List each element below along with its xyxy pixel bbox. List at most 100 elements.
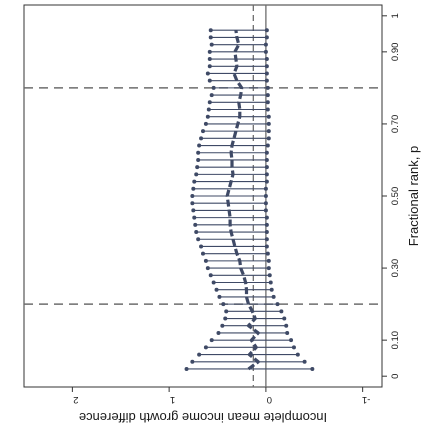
ci-lower-endpoint: [282, 316, 287, 321]
ci-upper-endpoint: [191, 208, 196, 213]
ci-lower-endpoint: [264, 57, 269, 62]
ci-upper-endpoint: [223, 316, 228, 321]
ci-lower-endpoint: [264, 230, 269, 235]
ci-upper-endpoint: [224, 309, 229, 314]
ci-lower-endpoint: [264, 165, 269, 170]
ci-lower-endpoint: [268, 280, 273, 285]
ci-lower-endpoint: [265, 93, 270, 98]
ci-upper-endpoint: [184, 366, 189, 371]
ci-upper-endpoint: [203, 258, 208, 263]
value-tick-label: 0: [267, 394, 272, 405]
ci-lower-endpoint: [295, 352, 300, 357]
ci-upper-endpoint: [206, 107, 211, 112]
ci-upper-endpoint: [201, 129, 205, 134]
ci-upper-endpoint: [221, 302, 226, 307]
ci-lower-endpoint: [302, 359, 307, 364]
ci-upper-endpoint: [208, 273, 213, 278]
ci-lower-endpoint: [264, 28, 269, 33]
ci-upper-endpoint: [207, 100, 212, 105]
ci-upper-endpoint: [220, 323, 225, 328]
ci-lower-endpoint: [289, 338, 294, 343]
ci-upper-endpoint: [193, 222, 198, 227]
ci-upper-endpoint: [211, 280, 216, 285]
ci-upper-endpoint: [195, 165, 200, 170]
ci-lower-endpoint: [284, 323, 289, 328]
rank-tick-label: 0.70: [390, 115, 401, 134]
ci-upper-endpoint: [211, 85, 216, 90]
ci-upper-endpoint: [201, 251, 205, 256]
rank-tick-label: 0.10: [390, 331, 401, 350]
rank-tick-label: 0.90: [390, 43, 401, 62]
ci-lower-endpoint: [269, 287, 274, 292]
ci-lower-endpoint: [264, 172, 269, 177]
ci-lower-endpoint: [265, 251, 270, 256]
ci-upper-endpoint: [214, 287, 219, 292]
ci-lower-endpoint: [275, 302, 280, 307]
ci-lower-endpoint: [291, 345, 296, 350]
ci-upper-endpoint: [192, 179, 197, 184]
ci-upper-endpoint: [199, 136, 204, 141]
ci-lower-endpoint: [263, 194, 268, 198]
ci-lower-endpoint: [265, 85, 270, 90]
ci-lower-endpoint: [264, 64, 269, 69]
x-axis-title: Fractional rank, p: [406, 146, 421, 246]
confidence-intervals: [184, 28, 315, 371]
ci-lower-endpoint: [279, 309, 284, 314]
ci-lower-endpoint: [264, 35, 269, 40]
ci-upper-endpoint: [217, 294, 222, 299]
ci-lower-endpoint: [263, 42, 268, 47]
ci-upper-endpoint: [208, 35, 213, 40]
ci-lower-endpoint: [264, 179, 269, 184]
value-tick-label: 2: [73, 394, 78, 405]
ci-upper-endpoint: [207, 57, 212, 62]
ci-upper-endpoint: [209, 42, 214, 47]
ci-lower-endpoint: [264, 237, 269, 242]
ci-upper-endpoint: [196, 237, 201, 242]
ci-upper-endpoint: [194, 230, 199, 235]
ci-lower-endpoint: [310, 366, 315, 371]
ci-lower-endpoint: [271, 294, 276, 299]
ci-lower-endpoint: [264, 78, 269, 83]
ci-upper-endpoint: [194, 172, 199, 177]
ci-upper-endpoint: [203, 121, 208, 126]
ci-upper-endpoint: [209, 338, 214, 343]
ci-lower-endpoint: [264, 244, 269, 249]
ci-upper-endpoint: [196, 150, 201, 155]
ci-lower-endpoint: [266, 266, 271, 271]
estimate-line: [225, 29, 260, 371]
ci-upper-endpoint: [196, 157, 201, 162]
ci-lower-endpoint: [266, 121, 271, 126]
ci-lower-endpoint: [264, 150, 269, 155]
y-axis-title: Incomplete mean income growth difference: [79, 410, 327, 425]
value-tick-label: 1: [170, 394, 175, 405]
ci-upper-endpoint: [207, 64, 212, 69]
rank-tick-label: 0.50: [390, 187, 401, 206]
ci-lower-endpoint: [267, 273, 272, 278]
ci-upper-endpoint: [208, 28, 213, 33]
ci-upper-endpoint: [190, 194, 195, 198]
ci-lower-endpoint: [264, 71, 269, 76]
ci-lower-endpoint: [265, 100, 270, 105]
ci-lower-endpoint: [265, 107, 270, 112]
ci-lower-endpoint: [263, 49, 268, 54]
rank-tick-label: 0.30: [390, 259, 401, 278]
ci-upper-endpoint: [205, 114, 210, 119]
estimate-series-line: [225, 29, 260, 371]
ci-lower-endpoint: [263, 186, 268, 191]
ci-upper-endpoint: [190, 201, 195, 206]
ci-lower-endpoint: [264, 215, 269, 220]
ci-lower-endpoint: [263, 208, 268, 213]
ci-lower-endpoint: [265, 143, 270, 148]
ci-upper-endpoint: [216, 330, 221, 335]
value-tick-label: -1: [362, 394, 370, 405]
ci-lower-endpoint: [266, 114, 271, 119]
axes: 2 1 0 -1 0 0.10 0.30 0.50 0.70 0.90 1: [71, 13, 401, 405]
ci-upper-endpoint: [199, 244, 204, 249]
rank-tick-label: 1: [390, 13, 401, 18]
ci-upper-endpoint: [190, 359, 195, 364]
ci-upper-endpoint: [209, 93, 214, 98]
ci-lower-endpoint: [266, 136, 271, 141]
ci-lower-endpoint: [266, 129, 271, 134]
ci-upper-endpoint: [192, 215, 197, 220]
